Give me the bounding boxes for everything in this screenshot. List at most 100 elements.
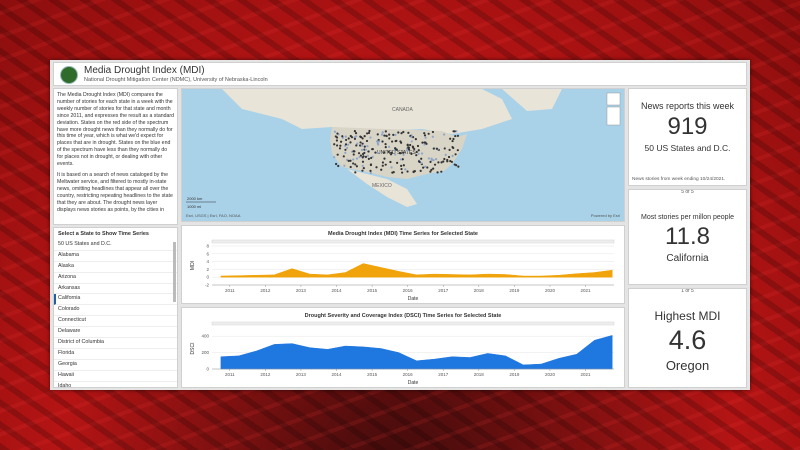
- news-point: [384, 163, 387, 166]
- news-point: [406, 170, 409, 173]
- news-point: [423, 165, 427, 168]
- news-point: [388, 137, 391, 140]
- indicator-value: 919: [667, 113, 708, 140]
- news-point: [377, 140, 381, 143]
- news-point: [355, 165, 358, 168]
- news-point: [450, 160, 453, 163]
- zoom-control[interactable]: [606, 106, 621, 126]
- pager[interactable]: 5 of 5: [681, 189, 694, 195]
- state-item[interactable]: Colorado: [54, 305, 177, 317]
- news-point: [346, 146, 349, 150]
- indicator-title: Most stories per millon people: [641, 214, 734, 221]
- news-point: [456, 134, 460, 137]
- news-point: [426, 166, 429, 169]
- x-tick-label: 2020: [545, 288, 556, 293]
- news-point: [352, 150, 355, 153]
- news-point: [431, 135, 434, 138]
- news-point: [355, 157, 359, 160]
- news-point: [407, 146, 411, 149]
- state-item[interactable]: Idaho: [54, 382, 177, 387]
- news-point: [399, 158, 403, 161]
- news-point: [397, 131, 400, 134]
- area: [220, 335, 613, 370]
- zoom-button[interactable]: [606, 92, 621, 106]
- y-axis-label: DSCI: [190, 343, 196, 355]
- news-point: [414, 138, 417, 141]
- news-point: [451, 154, 454, 158]
- state-item[interactable]: Florida: [54, 349, 177, 360]
- y-tick-label: 0: [206, 367, 209, 372]
- news-point: [430, 168, 433, 171]
- news-point: [333, 143, 336, 146]
- news-point: [449, 137, 452, 140]
- news-point: [410, 152, 413, 155]
- news-point: [424, 136, 427, 139]
- news-point: [448, 148, 451, 151]
- x-tick-label: 2012: [260, 288, 271, 293]
- list-title: Select a State to Show Time Series: [58, 231, 149, 237]
- news-point: [419, 169, 422, 172]
- news-point: [356, 142, 359, 145]
- state-item[interactable]: Hawaii: [54, 371, 177, 382]
- chart-title: Drought Severity and Coverage Index (DSC…: [305, 313, 502, 319]
- news-point: [412, 170, 415, 173]
- state-item[interactable]: 50 US States and D.C.: [54, 240, 177, 251]
- news-point: [367, 131, 371, 135]
- news-point: [343, 164, 346, 167]
- news-point: [367, 150, 370, 153]
- x-tick-label: 2013: [296, 372, 307, 377]
- map-label: MEXICO: [372, 183, 392, 189]
- indicator: 1 of 5 Highest MDI 4.6 Oregon: [628, 288, 747, 388]
- indicator: 5 of 5 Most stories per millon people 11…: [628, 189, 747, 285]
- news-point: [334, 162, 338, 166]
- news-point: [335, 144, 339, 147]
- news-point: [420, 162, 423, 165]
- news-point: [336, 153, 339, 156]
- news-point: [365, 139, 369, 143]
- news-point: [354, 171, 357, 174]
- state-item[interactable]: Arkansas: [54, 284, 177, 295]
- news-point: [388, 145, 391, 148]
- y-tick-label: 8: [206, 244, 209, 249]
- state-item[interactable]: California: [54, 294, 177, 306]
- state-item[interactable]: District of Columbia: [54, 338, 177, 349]
- range-slider: [211, 321, 615, 326]
- state-item[interactable]: Alaska: [54, 262, 177, 273]
- news-point: [376, 151, 379, 155]
- header: Media Drought Index (MDI) National Droug…: [53, 62, 747, 86]
- news-point: [358, 155, 361, 159]
- dsci-chart: Drought Severity and Coverage Index (DSC…: [181, 307, 625, 388]
- news-point: [422, 166, 425, 169]
- news-point: [435, 147, 439, 150]
- news-point: [361, 169, 364, 172]
- state-item[interactable]: Delaware: [54, 327, 177, 339]
- news-point: [453, 130, 456, 133]
- news-point: [415, 150, 418, 154]
- title: Media Drought Index (MDI): [84, 65, 205, 76]
- news-point: [381, 131, 384, 134]
- state-item[interactable]: Arizona: [54, 273, 177, 284]
- news-point: [429, 160, 432, 164]
- news-point: [427, 157, 430, 160]
- news-point: [360, 148, 364, 152]
- news-point: [436, 171, 439, 174]
- news-point: [454, 153, 457, 156]
- x-tick-label: 2011: [225, 288, 235, 293]
- state-item[interactable]: Georgia: [54, 360, 177, 371]
- x-axis-label: Date: [408, 380, 419, 386]
- indicator-note: News stories from week ending 10/24/2021…: [632, 177, 726, 182]
- news-point: [370, 156, 373, 160]
- news-point: [431, 130, 435, 134]
- news-point: [361, 160, 365, 163]
- news-point: [443, 147, 446, 150]
- news-point: [454, 134, 457, 138]
- x-tick-label: 2017: [438, 288, 449, 293]
- news-point: [389, 160, 392, 164]
- state-item[interactable]: Alabama: [54, 251, 177, 262]
- pager[interactable]: 1 of 5: [681, 288, 694, 294]
- news-point: [369, 171, 372, 175]
- news-point: [392, 133, 395, 136]
- news-point: [407, 148, 411, 151]
- state-item[interactable]: Connecticut: [54, 316, 177, 328]
